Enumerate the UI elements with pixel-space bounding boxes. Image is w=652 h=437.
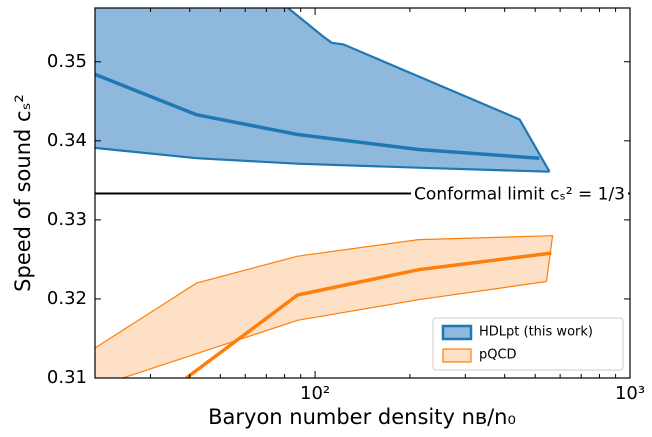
x-tick-label: 10³ bbox=[615, 383, 645, 404]
y-tick-label: 0.31 bbox=[47, 367, 87, 388]
x-axis-label: Baryon number density nʙ/n₀ bbox=[208, 405, 516, 429]
annotation: Conformal limit cₛ² = 1/3 bbox=[414, 185, 625, 205]
legend-swatch bbox=[442, 348, 472, 363]
center-line bbox=[185, 251, 552, 378]
legend-label: HDLpt (this work) bbox=[479, 325, 593, 340]
band-edge bbox=[122, 280, 547, 378]
y-tick-label: 0.35 bbox=[47, 51, 87, 72]
legend-label: pQCD bbox=[479, 348, 517, 363]
legend-swatch bbox=[441, 324, 473, 341]
y-tick-label: 0.34 bbox=[47, 130, 87, 151]
band bbox=[95, 235, 553, 378]
legend-box bbox=[432, 317, 624, 371]
annotation-bg bbox=[411, 184, 628, 205]
band-edge bbox=[95, 235, 554, 349]
band-edge bbox=[287, 8, 551, 173]
band bbox=[95, 8, 550, 172]
x-tick-label: 10² bbox=[300, 383, 330, 404]
band-edge bbox=[95, 146, 550, 173]
center-line bbox=[95, 72, 540, 160]
y-tick-label: 0.33 bbox=[47, 209, 87, 230]
y-tick-label: 0.32 bbox=[47, 288, 87, 309]
y-axis-label: Speed of sound cₛ² bbox=[11, 94, 35, 292]
